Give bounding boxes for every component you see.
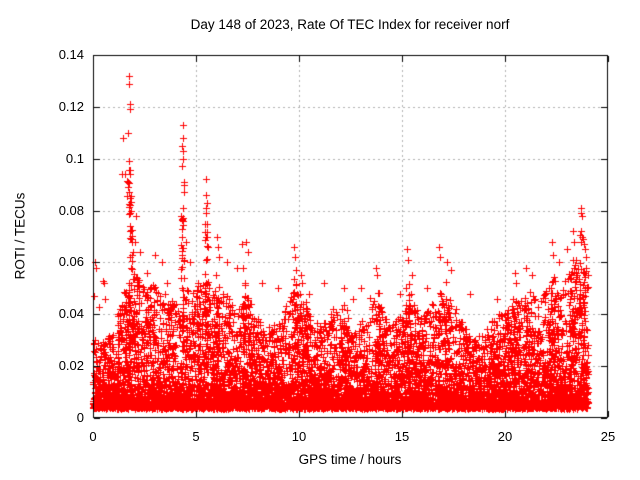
y-tick-label: 0.1 (65, 150, 84, 166)
x-tick-label: 20 (497, 429, 513, 444)
y-tick-label: 0.12 (58, 98, 84, 114)
y-tick-label: 0.14 (58, 47, 84, 62)
y-tick-label: 0.06 (58, 254, 84, 270)
chart-title: Day 148 of 2023, Rate Of TEC Index for r… (190, 17, 510, 32)
y-tick-label: 0 (76, 410, 84, 425)
x-axis-label: GPS time / hours (298, 452, 402, 467)
y-tick-label: 0.04 (58, 306, 84, 322)
x-tick-label: 0 (89, 429, 97, 444)
x-tick-label: 25 (600, 429, 616, 444)
x-tick-label: 15 (394, 429, 410, 444)
y-tick-label: 0.08 (58, 202, 84, 218)
x-tick-label: 10 (291, 429, 307, 444)
x-tick-label: 5 (192, 429, 200, 444)
y-axis-label: ROTI / TECUs (12, 192, 28, 280)
y-tick-label: 0.02 (58, 358, 84, 374)
